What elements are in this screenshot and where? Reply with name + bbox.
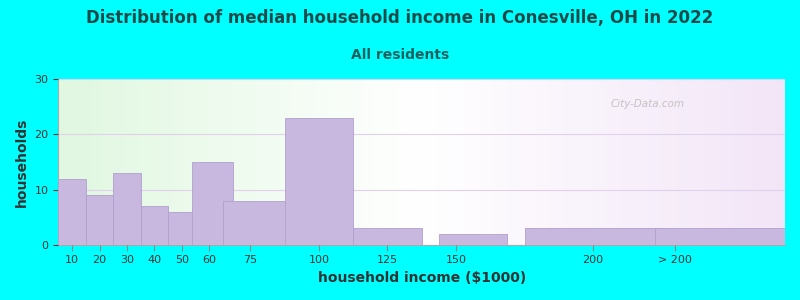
Bar <box>525 228 662 245</box>
Text: Distribution of median household income in Conesville, OH in 2022: Distribution of median household income … <box>86 9 714 27</box>
Bar <box>353 228 422 245</box>
Bar <box>86 195 114 245</box>
Bar <box>285 118 353 245</box>
Y-axis label: households: households <box>15 117 29 207</box>
Text: All residents: All residents <box>351 48 449 62</box>
Bar <box>168 212 195 245</box>
X-axis label: household income ($1000): household income ($1000) <box>318 271 526 285</box>
Bar <box>114 173 141 245</box>
Text: City-Data.com: City-Data.com <box>610 99 685 109</box>
Bar <box>58 178 86 245</box>
Bar <box>192 162 233 245</box>
Bar <box>439 234 507 245</box>
Bar <box>654 228 792 245</box>
Bar <box>141 206 168 245</box>
Bar <box>223 201 291 245</box>
